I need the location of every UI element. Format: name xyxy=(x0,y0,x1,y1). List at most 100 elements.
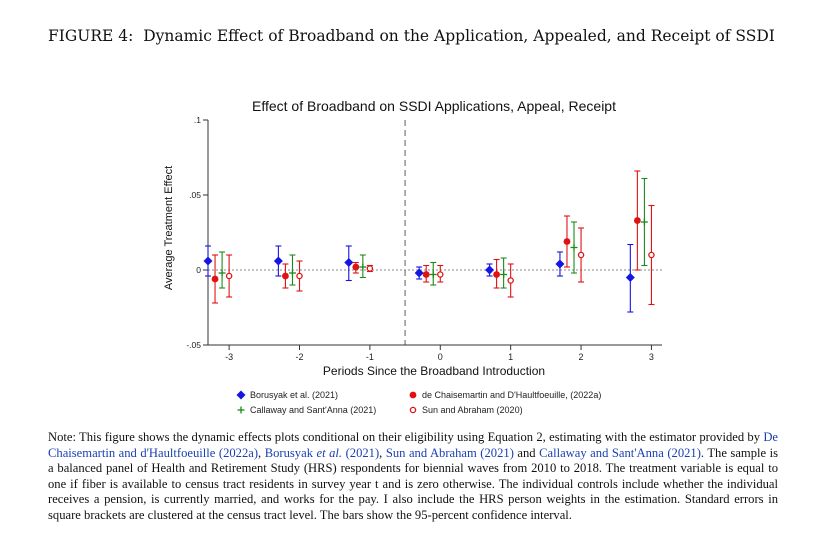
point-marker xyxy=(296,272,303,280)
point-marker xyxy=(563,238,571,245)
note-cite-borusyak-year: (2021) xyxy=(342,445,380,460)
figure-label: FIGURE 4: xyxy=(48,27,134,45)
chart-title: Effect of Broadband on SSDI Applications… xyxy=(252,98,616,114)
data-point xyxy=(577,227,585,283)
x-tick-label: 0 xyxy=(438,352,443,362)
point-marker xyxy=(625,273,635,282)
legend-item-callaway-and-sant-anna-2021: Callaway and Sant'Anna (2021) xyxy=(237,405,376,415)
data-point xyxy=(507,263,514,298)
series-de-chaisemartin-and-d-haultfoeuille-2022a xyxy=(211,170,641,304)
data-point xyxy=(366,264,374,273)
point-marker xyxy=(366,265,374,272)
point-marker xyxy=(273,256,283,266)
data-point xyxy=(359,254,367,279)
note-separator: and xyxy=(513,445,540,460)
x-axis-label: Periods Since the Broadband Introduction xyxy=(323,364,545,378)
figure-note: Note: This figure shows the dynamic effe… xyxy=(48,430,778,524)
legend-marker xyxy=(237,406,245,414)
data-point xyxy=(625,243,635,313)
legend-label: Callaway and Sant'Anna (2021) xyxy=(250,405,376,415)
point-marker xyxy=(352,263,360,271)
series-callaway-and-sant-anna-2021 xyxy=(218,177,648,289)
series-borusyak-et-al-2021 xyxy=(203,243,635,313)
legend-marker xyxy=(409,406,417,414)
note-cite-borusyak-name: Borusyak xyxy=(264,445,317,460)
data-point xyxy=(640,177,648,267)
y-tick-label: .05 xyxy=(189,190,201,200)
x-tick-label: 3 xyxy=(649,352,654,362)
y-tick-label: .1 xyxy=(194,115,201,125)
note-prefix: Note: This figure shows the dynamic effe… xyxy=(48,430,764,444)
figure-caption-text: Dynamic Effect of Broadband on the Appli… xyxy=(143,27,775,45)
note-cite-callaway[interactable]: Callaway and Sant'Anna (2021) xyxy=(539,445,701,460)
x-tick-label: 2 xyxy=(579,352,584,362)
y-tick-label: -.05 xyxy=(186,340,201,350)
point-marker xyxy=(414,268,424,278)
legend-marker xyxy=(409,391,417,399)
point-marker xyxy=(485,265,495,275)
note-separator: , xyxy=(379,445,386,460)
data-point xyxy=(203,245,213,277)
data-point xyxy=(218,251,226,289)
series-sun-and-abraham-2020 xyxy=(225,204,655,306)
point-marker xyxy=(218,269,226,277)
y-tick-label: 0 xyxy=(196,265,201,275)
data-point xyxy=(648,204,655,306)
data-point xyxy=(296,260,303,292)
legend-label: de Chaisemartin and D'Haultfoeuille, (20… xyxy=(422,390,601,400)
note-separator: , xyxy=(258,445,265,460)
point-marker xyxy=(225,272,233,280)
note-cite-de-chaisemartin[interactable]: De Chaisemartin and d'Haultfoeuille (202… xyxy=(48,430,778,460)
data-point xyxy=(429,261,437,286)
point-marker xyxy=(282,272,289,280)
y-axis-label: Average Treatment Effect xyxy=(163,166,175,290)
point-marker xyxy=(437,271,444,278)
point-marker xyxy=(344,258,354,267)
data-point xyxy=(563,215,571,268)
note-cite-borusyak[interactable]: Borusyak et al. (2021) xyxy=(265,446,379,460)
legend-item-sun-and-abraham-2020: Sun and Abraham (2020) xyxy=(409,405,523,415)
data-point xyxy=(282,263,289,289)
legend: Borusyak et al. (2021) de Chaisemartin an… xyxy=(236,390,601,415)
event-study-chart: Effect of Broadband on SSDI Applications… xyxy=(163,98,662,415)
x-tick-label: -1 xyxy=(366,352,374,362)
data-point xyxy=(288,254,296,286)
data-point xyxy=(485,263,495,277)
axis-layer: -.05 0 .05 .1 -3 -2 -1 0 1 2 3 xyxy=(186,115,662,362)
point-marker xyxy=(577,251,585,259)
marks-layer xyxy=(203,170,655,313)
data-point xyxy=(555,251,565,277)
data-point xyxy=(570,221,578,274)
point-marker xyxy=(288,269,296,277)
point-marker xyxy=(429,271,437,278)
legend-marker xyxy=(236,390,246,400)
data-point xyxy=(211,254,219,304)
point-marker xyxy=(422,271,430,278)
data-point xyxy=(437,264,444,283)
legend-item-de-chaisemartin-and-d-haultfoeuille-2022a: de Chaisemartin and D'Haultfoeuille, (20… xyxy=(409,390,601,400)
point-marker xyxy=(493,271,500,278)
point-marker xyxy=(211,275,219,283)
data-point xyxy=(493,258,500,289)
data-point xyxy=(344,245,354,282)
point-marker xyxy=(648,251,655,259)
data-point xyxy=(633,170,641,271)
point-marker xyxy=(633,217,641,224)
point-marker xyxy=(570,244,578,251)
data-point xyxy=(422,264,430,283)
point-marker xyxy=(555,259,565,269)
legend-label: Sun and Abraham (2020) xyxy=(422,405,523,415)
note-body: . The sample is a balanced panel of Heal… xyxy=(48,445,779,522)
data-point xyxy=(352,261,360,274)
legend-item-borusyak-et-al-2021: Borusyak et al. (2021) xyxy=(236,390,338,400)
data-point xyxy=(225,254,233,298)
data-point xyxy=(273,245,283,277)
x-tick-label: 1 xyxy=(508,352,513,362)
point-marker xyxy=(500,271,508,278)
x-tick-label: -2 xyxy=(295,352,303,362)
data-point xyxy=(500,257,508,289)
note-cite-sun-abraham[interactable]: Sun and Abraham (2021) xyxy=(385,445,514,460)
figure-caption: FIGURE 4: Dynamic Effect of Broadband on… xyxy=(48,26,778,47)
point-marker xyxy=(203,256,213,266)
legend-label: Borusyak et al. (2021) xyxy=(250,390,338,400)
